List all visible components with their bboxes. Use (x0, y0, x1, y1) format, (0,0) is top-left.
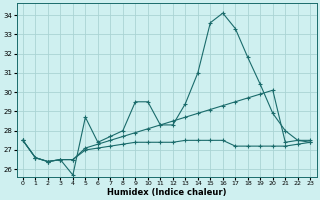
X-axis label: Humidex (Indice chaleur): Humidex (Indice chaleur) (107, 188, 226, 197)
